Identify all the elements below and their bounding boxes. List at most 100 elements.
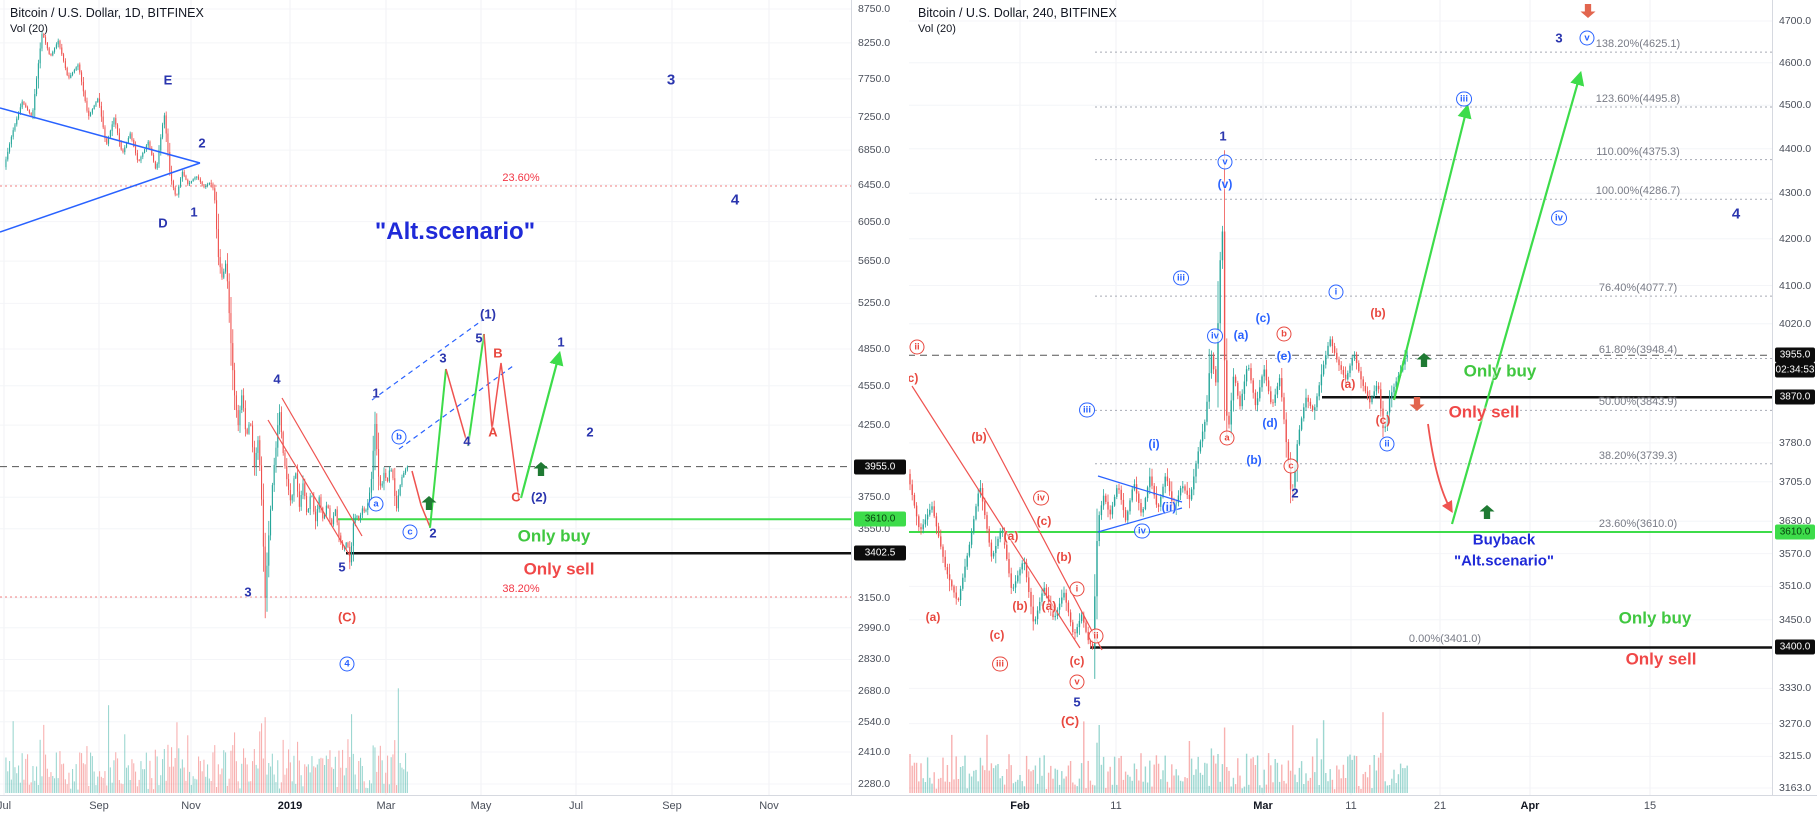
fib-label[interactable]: 100.00%(4286.7) (1595, 185, 1681, 197)
trend-line[interactable] (483, 333, 520, 501)
chart-text-label[interactable]: Buyback (1472, 531, 1536, 549)
wave-label-circled[interactable]: iv (1033, 490, 1049, 506)
trend-line[interactable] (445, 368, 469, 447)
fib-label[interactable]: 23.60% (502, 172, 540, 184)
wave-label-circled[interactable]: v (1069, 674, 1085, 690)
chart-text-label[interactable]: (b) (971, 430, 987, 444)
chart-text-label[interactable]: (a) (1340, 377, 1356, 391)
fib-label[interactable]: 23.60%(3610.0) (1598, 518, 1678, 530)
wave-label-circled[interactable]: c (402, 524, 418, 540)
fib-label[interactable]: 110.00%(4375.3) (1596, 146, 1680, 158)
fib-label[interactable]: 76.40%(4077.7) (1598, 282, 1678, 294)
wave-label-circled[interactable]: ii (1088, 628, 1104, 644)
chart-text-label[interactable]: (C) (1060, 713, 1080, 729)
projection-arrow[interactable] (1427, 423, 1453, 514)
fib-label[interactable]: 138.20%(4625.1) (1595, 38, 1681, 50)
time-axis[interactable]: Jul Sep Nov 2019 Mar May Jul Sep Nov Feb 11 Mar 11 21… (0, 795, 1817, 817)
chart-text-label[interactable]: E (163, 72, 173, 88)
chart-text-label[interactable]: Only sell (523, 559, 595, 579)
trend-line[interactable] (0, 162, 201, 233)
wave-label-circled[interactable]: iii (1079, 402, 1095, 418)
projection-arrow[interactable] (1392, 103, 1472, 401)
chart-text-label[interactable]: 2 (198, 135, 206, 151)
chart-text-label[interactable]: B (493, 345, 503, 361)
wave-label-circled[interactable]: v (1579, 30, 1595, 46)
chart-text-label[interactable]: c) (907, 371, 919, 385)
chart-text-label[interactable]: D (158, 215, 168, 231)
chart-text-label[interactable]: 5 (1073, 694, 1081, 710)
chart-text-label[interactable]: 1 (190, 204, 198, 220)
chart-text-label[interactable]: 2 (586, 424, 594, 440)
wave-label-circled[interactable]: 4 (339, 656, 355, 672)
trend-line[interactable] (984, 427, 1103, 651)
trend-line[interactable] (281, 397, 363, 537)
chart-text-label[interactable]: A (488, 424, 498, 440)
chart-text-label[interactable]: 4 (463, 433, 471, 449)
wave-label-circled[interactable]: b (1276, 326, 1292, 342)
wave-label-circled[interactable]: iii (1173, 270, 1189, 286)
chart-text-label[interactable]: 1 (557, 334, 565, 350)
chart-text-label[interactable]: 1 (372, 385, 380, 401)
wave-label-circled[interactable]: i (1328, 284, 1344, 300)
chart-text-label[interactable]: Only sell (1625, 649, 1697, 669)
chart-text-label[interactable]: (c) (1375, 413, 1391, 427)
chart-text-label[interactable]: C (511, 489, 521, 505)
price-scale-right[interactable]: 4700.0 4600.0 4500.0 4400.0 4300.0 4200.0 4100… (1772, 0, 1817, 795)
price-scale-left[interactable]: 8750.0 8250.0 7750.0 7250.0 6850.0 6450.0 6050… (851, 0, 909, 795)
chart-text-label[interactable]: 3 (1555, 30, 1563, 46)
chart-text-label[interactable]: 4 (273, 371, 281, 387)
chart-text-label[interactable]: (b) (1056, 550, 1072, 564)
chart-text-label[interactable]: (a) (1003, 529, 1019, 543)
wave-label-circled[interactable]: b (391, 429, 407, 445)
chart-text-label[interactable]: (2) (531, 489, 547, 505)
chart-text-label[interactable]: Only buy (1463, 361, 1537, 381)
chart-text-label[interactable]: 1 (1219, 128, 1227, 144)
chart-text-label[interactable]: 5 (475, 330, 483, 346)
chart-text-label[interactable]: 3 (666, 71, 676, 89)
wave-label-circled[interactable]: ii (1379, 436, 1395, 452)
chart-text-label[interactable]: (b) (1012, 599, 1028, 613)
chart-text-label[interactable]: (b) (1246, 453, 1262, 467)
trend-line[interactable] (429, 368, 447, 529)
projection-arrow[interactable] (1450, 70, 1585, 525)
chart-text-label[interactable]: (c) (1036, 514, 1052, 528)
fib-label[interactable]: 61.80%(3948.4) (1598, 344, 1678, 356)
projection-arrow[interactable] (519, 350, 564, 499)
chart-text-label[interactable]: "Alt.scenario" (374, 218, 536, 245)
chart-text-label[interactable]: (a) (1041, 599, 1057, 613)
chart-text-label[interactable]: (c) (1255, 311, 1271, 325)
chart-text-label[interactable]: (1) (480, 306, 496, 322)
wave-label-circled[interactable]: iv (1134, 523, 1150, 539)
wave-label-circled[interactable]: i (1069, 581, 1085, 597)
wave-label-circled[interactable]: c (1283, 458, 1299, 474)
chart-text-label[interactable]: 5 (338, 559, 346, 575)
wave-label-circled[interactable]: v (1217, 154, 1233, 170)
wave-label-circled[interactable]: a (1219, 430, 1235, 446)
trend-line[interactable] (371, 318, 485, 401)
trend-line[interactable] (0, 107, 201, 164)
chart-text-label[interactable]: (a) (925, 610, 941, 624)
trend-line[interactable] (398, 365, 514, 450)
chart-text-label[interactable]: Only sell (1448, 402, 1520, 422)
fib-label[interactable]: 38.20%(3739.3) (1598, 450, 1678, 462)
chart-text-label[interactable]: Only buy (1618, 608, 1692, 628)
wave-label-circled[interactable]: iii (1456, 91, 1472, 107)
chart-text-label[interactable]: (i) (1148, 437, 1160, 451)
wave-label-circled[interactable]: iv (1207, 328, 1223, 344)
trend-line[interactable] (267, 419, 351, 557)
chart-text-label[interactable]: 4 (730, 191, 740, 209)
wave-label-circled[interactable]: a (368, 496, 384, 512)
trend-line[interactable] (1097, 507, 1183, 533)
chart-text-label[interactable]: 4 (1731, 205, 1741, 223)
chart-text-label[interactable]: (d) (1262, 416, 1278, 430)
chart-text-label[interactable]: (a) (1233, 328, 1249, 342)
chart-text-label[interactable]: (c) (989, 628, 1005, 642)
wave-label-circled[interactable]: iii (992, 656, 1008, 672)
wave-label-circled[interactable]: iv (1551, 210, 1567, 226)
charts-canvas[interactable] (0, 0, 1817, 795)
trend-line[interactable] (411, 470, 431, 528)
chart-text-label[interactable]: (v) (1217, 177, 1233, 191)
fib-label[interactable]: 50.00%(3843.9) (1598, 396, 1678, 408)
fib-label[interactable]: 123.60%(4495.8) (1595, 93, 1681, 105)
chart-text-label[interactable]: 3 (244, 584, 252, 600)
